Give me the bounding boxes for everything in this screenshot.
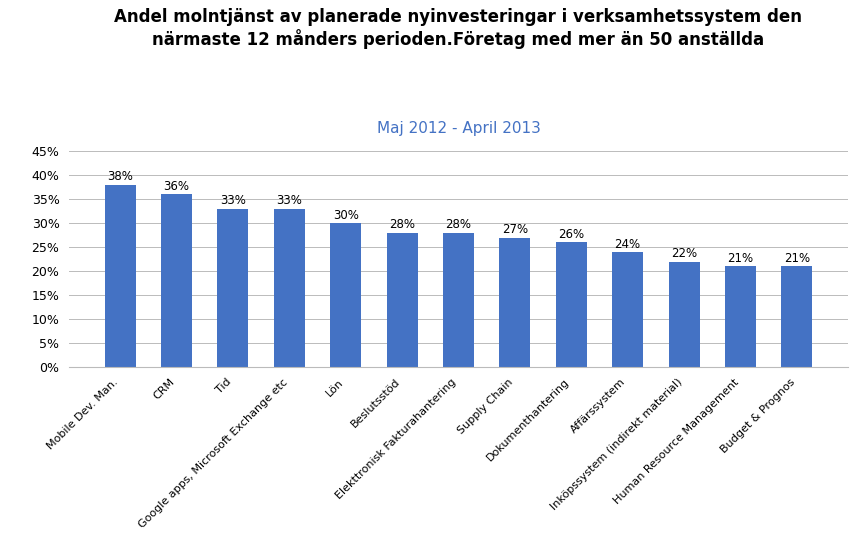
Text: 22%: 22% xyxy=(671,247,697,260)
Text: 21%: 21% xyxy=(784,252,810,265)
Bar xyxy=(555,242,586,367)
Text: Maj 2012 - April 2013: Maj 2012 - April 2013 xyxy=(376,122,541,137)
Bar xyxy=(217,209,248,367)
Text: 33%: 33% xyxy=(276,194,302,207)
Text: 30%: 30% xyxy=(333,209,359,222)
Text: 28%: 28% xyxy=(389,218,415,231)
Bar xyxy=(105,185,136,367)
Text: 38%: 38% xyxy=(107,170,133,184)
Bar xyxy=(612,252,644,367)
Text: 33%: 33% xyxy=(220,194,246,207)
Bar xyxy=(725,266,756,367)
Text: 26%: 26% xyxy=(558,228,584,241)
Text: 36%: 36% xyxy=(163,180,189,193)
Bar xyxy=(669,261,700,367)
Bar xyxy=(161,194,192,367)
Text: Andel molntjänst av planerade nyinvesteringar i verksamhetssystem den
närmaste 1: Andel molntjänst av planerade nyinvester… xyxy=(114,8,803,49)
Bar xyxy=(781,266,812,367)
Bar xyxy=(273,209,304,367)
Bar xyxy=(387,233,418,367)
Text: 27%: 27% xyxy=(502,223,528,236)
Text: 24%: 24% xyxy=(614,238,641,251)
Text: 21%: 21% xyxy=(727,252,753,265)
Bar xyxy=(330,223,362,367)
Bar xyxy=(499,238,530,367)
Text: 28%: 28% xyxy=(445,218,471,231)
Bar xyxy=(443,233,474,367)
